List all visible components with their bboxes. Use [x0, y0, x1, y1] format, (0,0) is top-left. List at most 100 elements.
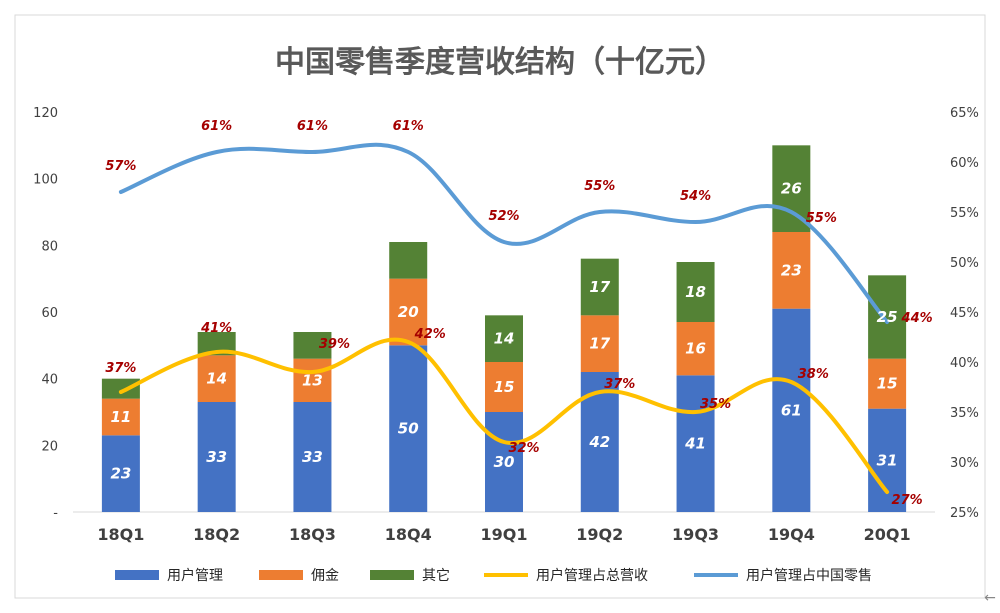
bar-segment: [772, 308, 811, 512]
bar-value-label: 17: [589, 335, 610, 353]
bar-value-label: 16: [685, 340, 706, 358]
bar-segment: [389, 242, 428, 279]
line-value-label: 37%: [105, 361, 136, 376]
line-value-label: 37%: [604, 377, 635, 392]
y-left-tick-label: 20: [41, 439, 58, 454]
line-value-label: 32%: [508, 441, 539, 456]
line-value-label: 55%: [806, 211, 837, 226]
y-right-tick-label: 25%: [950, 506, 979, 521]
bar-value-label: 42: [588, 433, 610, 451]
legend-item: 其它: [370, 567, 450, 584]
line-value-label: 57%: [105, 159, 136, 174]
legend-item: 用户管理: [115, 567, 223, 584]
legend-label: 佣金: [311, 568, 339, 584]
bar-value-label: 15: [877, 375, 898, 393]
chart-title: 中国零售季度营收结构（十亿元）: [275, 45, 725, 80]
y-right-tick-label: 40%: [950, 356, 979, 371]
y-left-tick-label: 40: [41, 373, 58, 388]
bar-value-label: 33: [206, 448, 227, 466]
data-labels-group: 23 11 33 14 33 13 50 20 30 15 14 42 17 17 41 16 18 61 23 26…: [105, 119, 932, 508]
line-value-label: 52%: [488, 209, 519, 224]
x-tick-label: 19Q3: [672, 525, 719, 544]
legend-swatch: [115, 570, 159, 580]
x-tick-label: 18Q3: [289, 525, 336, 544]
y-right-tick-label: 65%: [950, 106, 979, 121]
bar-segment: [772, 145, 811, 232]
arrow-left-icon[interactable]: ←: [984, 590, 996, 606]
bar-segment: [580, 315, 619, 372]
x-tick-label: 19Q4: [768, 525, 815, 544]
legend: 用户管理 佣金 其它 用户管理占总营收 用户管理占中国零售: [115, 567, 872, 584]
x-tick-label: 20Q1: [864, 525, 911, 544]
bar-value-label: 30: [494, 453, 515, 471]
bar-series-group: [101, 145, 907, 512]
line-value-label: 42%: [414, 327, 446, 342]
legend-label: 用户管理: [167, 567, 223, 584]
bar-segment: [293, 402, 332, 512]
legend-item: 佣金: [259, 568, 339, 584]
bar-segment: [676, 322, 715, 376]
bar-segment: [868, 358, 907, 409]
line-value-label: 27%: [892, 493, 923, 508]
line-value-label: 54%: [680, 189, 711, 204]
legend-swatch: [259, 570, 303, 580]
line-value-label: 35%: [700, 397, 731, 412]
bar-value-label: 15: [494, 378, 515, 396]
bar-value-label: 23: [110, 465, 131, 483]
bar-value-label: 14: [206, 370, 227, 388]
bar-value-label: 11: [110, 408, 131, 426]
y-left-tick-label: 120: [33, 106, 58, 121]
bar-value-label: 20: [398, 303, 419, 321]
line-value-label: 55%: [584, 179, 615, 194]
y-left-tick-label: 100: [33, 173, 58, 188]
bar-segment: [293, 358, 332, 402]
bar-value-label: 26: [781, 180, 802, 198]
bar-value-label: 41: [684, 435, 706, 453]
x-tick-label: 19Q2: [576, 525, 623, 544]
legend-item: 用户管理占总营收: [484, 567, 648, 584]
bar-segment: [101, 398, 140, 436]
bar-segment: [389, 278, 428, 346]
legend-swatch: [370, 570, 414, 580]
bar-value-label: 18: [685, 283, 706, 301]
line-value-label: 39%: [319, 337, 350, 352]
legend-label: 用户管理占总营收: [536, 567, 648, 584]
bar-value-label: 50: [398, 420, 419, 438]
bar-segment: [868, 408, 907, 512]
bar-value-label: 25: [877, 308, 898, 326]
y-right-tick-label: 55%: [950, 206, 979, 221]
bar-segment: [485, 412, 523, 512]
bar-segment: [101, 378, 140, 399]
y-right-tick-label: 50%: [950, 256, 979, 271]
legend-label: 用户管理占中国零售: [746, 567, 872, 584]
bar-segment: [772, 232, 811, 309]
line-series-group: [118, 142, 890, 494]
bar-segment: [485, 315, 523, 362]
legend-item: 用户管理占中国零售: [694, 567, 872, 584]
y-left-tick-label: 60: [41, 306, 58, 321]
line-value-label: 38%: [798, 367, 829, 382]
legend-label: 其它: [422, 567, 450, 584]
x-tick-label: 18Q4: [385, 525, 432, 544]
y-left-tick-label: -: [53, 506, 58, 521]
bar-value-label: 31: [877, 451, 898, 469]
x-tick-label: 19Q1: [481, 525, 528, 544]
y-right-tick-label: 60%: [950, 156, 979, 171]
line-series: [118, 337, 890, 494]
bar-segment: [676, 262, 715, 322]
y-right-tick-label: 35%: [950, 406, 979, 421]
bar-segment: [580, 258, 619, 316]
bar-segment: [868, 275, 907, 359]
bar-segment: [485, 362, 523, 412]
line-value-label: 41%: [200, 321, 232, 336]
bar-value-label: 33: [302, 448, 323, 466]
line-value-label: 61%: [393, 119, 424, 134]
bar-value-label: 17: [589, 278, 610, 296]
bar-value-label: 61: [781, 401, 802, 419]
y-right-tick-label: 45%: [950, 306, 979, 321]
bar-segment: [389, 345, 428, 512]
line-value-label: 61%: [297, 119, 328, 134]
y-right-tick-label: 30%: [950, 456, 979, 471]
bar-value-label: 14: [494, 330, 515, 348]
